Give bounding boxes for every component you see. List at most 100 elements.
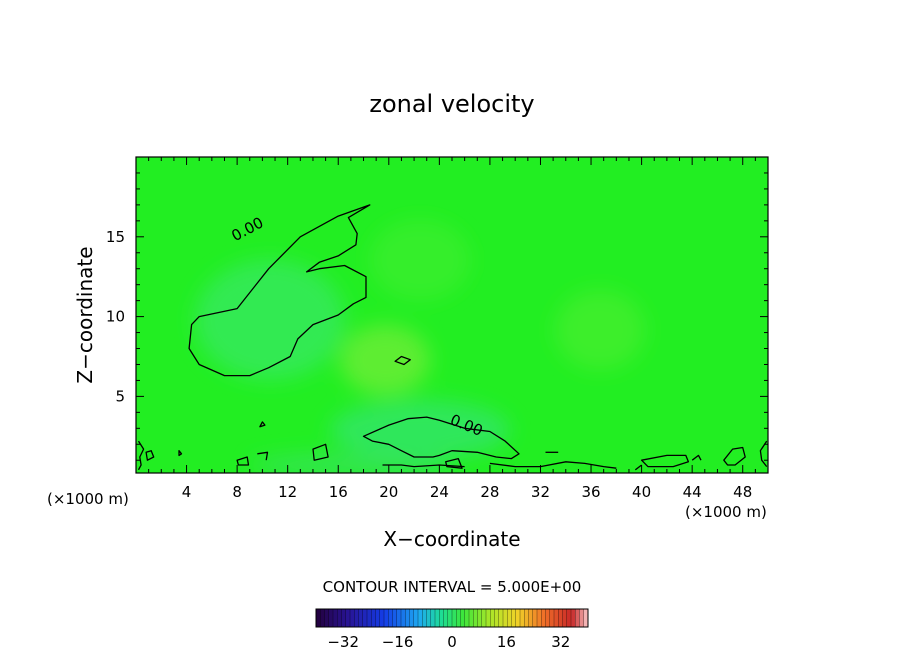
- colorbar-cell: [498, 609, 504, 627]
- colorbar-cell: [490, 609, 495, 627]
- x-tick-label: 8: [232, 483, 242, 501]
- zero-contour-line: [634, 464, 642, 471]
- colorbar-cell: [477, 609, 483, 627]
- colorbar-cell: [396, 609, 402, 627]
- colorbar-cell: [524, 609, 529, 627]
- colorbar-cell: [367, 609, 372, 627]
- zero-contour-line: [394, 355, 411, 366]
- colorbar-cell: [375, 609, 381, 627]
- colorbar-cell: [507, 609, 512, 627]
- x-tick-label: 24: [430, 483, 449, 501]
- x-tick-label: 4: [182, 483, 192, 501]
- colorbar-cell: [439, 609, 444, 627]
- colorbar-cell: [405, 609, 410, 627]
- x-tick-label: 20: [379, 483, 398, 501]
- colorbar-cell: [426, 609, 432, 627]
- colorbar-cell: [333, 609, 338, 627]
- zero-contour-line: [723, 446, 746, 466]
- zero-contour-line: [259, 421, 266, 428]
- zero-contour-line: [362, 416, 520, 460]
- colorbar-cell: [447, 609, 453, 627]
- colorbar-cell: [422, 609, 427, 627]
- zero-contour-line: [236, 456, 250, 466]
- zero-contour-line: [137, 440, 145, 471]
- colorbar-cell: [345, 609, 351, 627]
- colorbar-cell: [532, 609, 538, 627]
- colorbar-cell: [486, 609, 491, 627]
- colorbar-tick-label: 0: [447, 633, 457, 651]
- colorbar-tick-label: −32: [327, 633, 359, 651]
- x-tick-label: 28: [480, 483, 499, 501]
- field-shading: [195, 220, 645, 473]
- colorbar-cell: [430, 609, 436, 627]
- colorbar-tick-label: 16: [497, 633, 516, 651]
- colorbar-cell: [452, 609, 457, 627]
- x-tick-label: 36: [581, 483, 600, 501]
- colorbar-cell: [418, 609, 423, 627]
- x-axis-label: X−coordinate: [383, 527, 520, 551]
- colorbar-cell: [545, 609, 551, 627]
- zero-contour-line: [145, 450, 155, 461]
- y-tick-label: 10: [106, 308, 125, 326]
- colorbar-cell: [384, 609, 389, 627]
- y-tick-label: 5: [115, 387, 125, 405]
- colorbar-cell: [503, 609, 508, 627]
- y-tick-labels: 5 10 15: [106, 228, 125, 406]
- colorbar-frame: [315, 608, 589, 628]
- colorbar-cell: [511, 609, 517, 627]
- colorbar-cell: [371, 609, 376, 627]
- chart-title: zonal velocity: [369, 90, 534, 118]
- tick-marks: [136, 157, 768, 473]
- colorbar-cell: [320, 609, 325, 627]
- colorbar-cell: [494, 609, 500, 627]
- colorbar-tick-label: −16: [382, 633, 414, 651]
- x-unit-right: (×1000 m): [685, 503, 767, 521]
- x-tick-labels: 4 8 12 16 20 24 28 32 36 40 44 48: [182, 483, 752, 501]
- colorbar-cell: [362, 609, 368, 627]
- colorbar-cell: [358, 609, 364, 627]
- colorbar-cell: [379, 609, 385, 627]
- colorbar-cell: [562, 609, 568, 627]
- colorbar-cell: [541, 609, 546, 627]
- colorbar-cell: [571, 609, 576, 627]
- colorbar-cell: [579, 609, 585, 627]
- colorbar-cell: [401, 609, 406, 627]
- colorbar-cell: [328, 609, 334, 627]
- x-tick-label: 48: [733, 483, 752, 501]
- colorbar-cell: [566, 609, 572, 627]
- colorbar-cell: [392, 609, 398, 627]
- zero-contour-line: [759, 440, 768, 468]
- colorbar-cell: [341, 609, 347, 627]
- colorbar-cells: [316, 609, 589, 627]
- colorbar-cell: [554, 609, 559, 627]
- colorbar-tick-label: 32: [551, 633, 570, 651]
- zero-contours: [137, 204, 768, 471]
- colorbar-cell: [460, 609, 466, 627]
- zero-contour-line: [257, 451, 269, 461]
- colorbar-cell: [413, 609, 419, 627]
- colorbar-cell: [409, 609, 415, 627]
- zero-contour-line: [312, 443, 329, 461]
- zero-contour-line: [188, 204, 371, 377]
- colorbar-cell: [528, 609, 534, 627]
- colorbar-cell: [456, 609, 461, 627]
- colorbar-cell: [537, 609, 542, 627]
- colorbar-cell: [473, 609, 478, 627]
- colorbar-cell: [354, 609, 359, 627]
- zero-contour-line: [489, 461, 617, 469]
- colorbar-cell: [388, 609, 393, 627]
- colorbar-cell: [481, 609, 487, 627]
- x-tick-label: 32: [531, 483, 550, 501]
- x-tick-label: 16: [329, 483, 348, 501]
- colorbar-cell: [337, 609, 342, 627]
- colorbar-cell: [575, 609, 580, 627]
- x-tick-label: 12: [278, 483, 297, 501]
- colorbar-cell: [464, 609, 470, 627]
- colorbar-cell: [549, 609, 555, 627]
- x-tick-label: 40: [632, 483, 651, 501]
- zero-contour-line: [178, 450, 183, 457]
- colorbar-cell: [435, 609, 440, 627]
- zero-contour-line: [382, 464, 465, 468]
- zero-contour-line: [640, 454, 690, 468]
- contour-interval-text: CONTOUR INTERVAL = 5.000E+00: [323, 578, 582, 596]
